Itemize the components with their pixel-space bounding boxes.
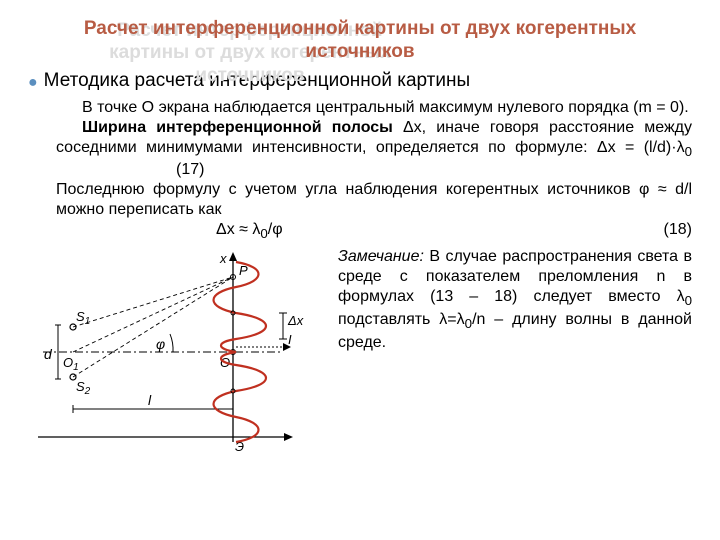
title-shadow: Расчет интерференционной картины от двух…	[84, 18, 636, 62]
paragraph-1: В точке O экрана наблюдается центральный…	[56, 98, 692, 118]
lbl-dx: Δx	[287, 313, 304, 328]
note-s1: 0	[685, 293, 692, 308]
lbl-S2: S2	[76, 379, 91, 397]
body-text: В точке O экрана наблюдается центральный…	[28, 98, 692, 244]
eq2-sub: 0	[260, 227, 267, 242]
lbl-x: x	[219, 251, 227, 266]
eq2-a: Δx ≈ λ	[216, 221, 260, 238]
lbl-O1: O1	[63, 355, 79, 373]
eq2-b: /φ	[268, 221, 283, 238]
lbl-I: I	[288, 332, 292, 347]
eq1-num: (17)	[176, 161, 204, 178]
lbl-d: d	[44, 346, 53, 362]
paragraph-2: Ширина интерференционной полосы Δx, инач…	[56, 118, 692, 181]
page-title: Расчет интерференционной картины от двух…	[28, 18, 692, 64]
lbl-phi: φ	[156, 336, 165, 352]
note-t2: подставлять λ=λ	[338, 311, 465, 328]
p2-sub: 0	[685, 144, 692, 159]
bullet-icon: ●	[28, 70, 38, 96]
note-block: Замечание: В случае распро­странения све…	[338, 247, 692, 457]
paragraph-3: Последнюю формулу с учетом угла наблюден…	[56, 180, 692, 220]
note-s2: 0	[465, 316, 472, 331]
eq2-num: (18)	[664, 220, 692, 243]
interference-diagram: x Э d S1 S2 O1 P O	[28, 247, 328, 457]
lbl-l: l	[148, 392, 152, 408]
note-label: Замечание:	[338, 248, 424, 265]
lower-row: x Э d S1 S2 O1 P O	[28, 247, 692, 457]
equation-18: Δx ≈ λ0/φ (18)	[56, 220, 692, 243]
p2-bold: Ширина интерференционной полосы	[82, 119, 393, 136]
